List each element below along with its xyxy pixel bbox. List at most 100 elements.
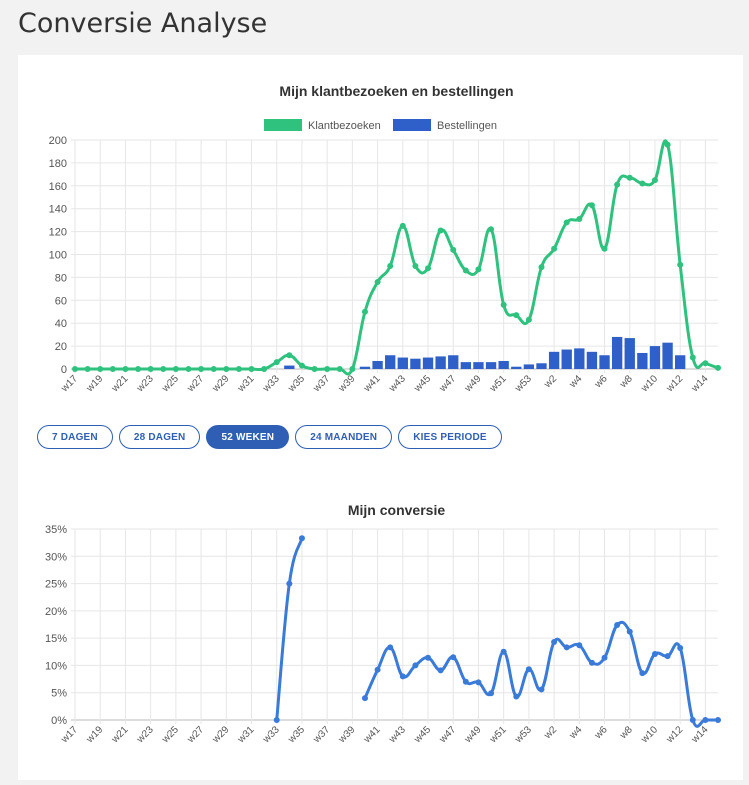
period-button-kies-periode[interactable]: KIES PERIODE — [398, 425, 502, 449]
visits-point — [387, 262, 394, 269]
conversion-point — [551, 638, 558, 645]
order-bar — [611, 336, 623, 369]
x-tick-label: w6 — [592, 724, 610, 742]
x-tick-label: w27 — [185, 373, 207, 395]
chart-card: Mijn klantbezoeken en bestellingen 0 20 40 6… — [18, 55, 743, 780]
chart-title: Mijn klantbezoeken en bestellingen — [279, 83, 513, 99]
conversion-point — [450, 654, 457, 661]
x-tick-label: w6 — [592, 373, 610, 391]
x-tick-label: w4 — [567, 373, 585, 391]
visits-point — [588, 202, 595, 209]
visits-point — [399, 222, 406, 229]
conversion-point — [538, 686, 545, 693]
visits-point — [702, 360, 709, 367]
x-tick-label: w25 — [160, 373, 182, 395]
y-tick-label: 0 — [61, 364, 67, 376]
order-bar — [359, 366, 371, 369]
x-tick-label: w39 — [336, 373, 358, 395]
visits-point — [298, 362, 305, 369]
order-bar — [511, 366, 522, 369]
period-button-52-weken[interactable]: 52 WEKEN — [206, 425, 290, 449]
x-tick-label: w14 — [689, 373, 711, 395]
period-button-28-dagen[interactable]: 28 DAGEN — [118, 425, 201, 449]
visits-point — [273, 359, 280, 366]
x-tick-label: w10 — [639, 724, 661, 746]
x-tick-label: w10 — [639, 373, 661, 395]
y-tick-label: 25% — [45, 579, 67, 591]
conversion-point — [298, 535, 305, 542]
order-bar — [460, 362, 472, 369]
conversion-point — [677, 644, 684, 651]
x-tick-label: w12 — [664, 724, 686, 746]
visits-point — [651, 177, 658, 184]
order-bar — [435, 356, 446, 369]
x-tick-label: w23 — [134, 373, 156, 395]
visits-point — [689, 354, 696, 361]
visits-point — [601, 245, 608, 252]
visits-point — [147, 366, 154, 372]
x-tick-label: w25 — [160, 724, 182, 746]
x-tick-label: w43 — [386, 373, 408, 395]
visits-point — [122, 366, 129, 372]
conversion-point — [702, 717, 709, 723]
order-bar — [586, 351, 598, 369]
visits-point — [198, 366, 205, 372]
period-button-24-maanden[interactable]: 24 MAANDEN — [295, 425, 393, 449]
visits-point — [614, 181, 621, 188]
visits-point — [109, 366, 116, 372]
x-tick-label: w2 — [542, 373, 560, 391]
x-tick-label: w12 — [664, 373, 686, 395]
visits-point — [639, 180, 646, 187]
order-bar — [637, 352, 648, 369]
conversion-point — [715, 717, 721, 723]
y-tick-label: 20 — [55, 341, 67, 353]
conversion-point — [525, 666, 532, 673]
conversion-point — [588, 659, 595, 666]
period-button-7-dagen[interactable]: 7 DAGEN — [37, 425, 113, 449]
y-tick-label: 10% — [45, 660, 67, 672]
visits-point — [488, 226, 495, 233]
x-tick-label: w17 — [59, 724, 81, 746]
visits-point — [551, 245, 558, 252]
visits-point — [525, 316, 532, 323]
y-tick-label: 40 — [55, 318, 67, 330]
legend-swatch-visits — [264, 119, 302, 131]
visits-point — [349, 366, 356, 372]
x-tick-label: w45 — [412, 724, 434, 746]
legend-label-visits: Klantbezoeken — [308, 120, 381, 132]
x-tick-label: w51 — [487, 373, 509, 395]
x-tick-label: w53 — [513, 724, 535, 746]
y-tick-label: 0% — [51, 715, 67, 727]
visits-point — [72, 366, 78, 372]
conversion-point — [387, 644, 394, 651]
y-tick-label: 30% — [45, 551, 67, 563]
period-selector: 7 DAGEN 28 DAGEN 52 WEKEN 24 MAANDEN KIE… — [37, 425, 502, 449]
chart-title: Mijn conversie — [348, 502, 445, 518]
conversion-point — [475, 679, 482, 686]
visits-point — [576, 216, 583, 223]
x-tick-label: w33 — [260, 724, 282, 746]
x-tick-label: w17 — [59, 373, 81, 395]
conversion-point — [689, 717, 696, 723]
x-tick-label: w51 — [487, 724, 509, 746]
y-tick-label: 60 — [55, 295, 67, 307]
conversion-point — [563, 644, 570, 651]
x-tick-label: w29 — [210, 373, 232, 395]
order-bar — [649, 346, 661, 369]
x-tick-label: w8 — [617, 724, 635, 742]
y-tick-label: 35% — [45, 524, 67, 536]
visits-point — [311, 366, 318, 372]
visits-point — [185, 366, 192, 372]
x-tick-label: w19 — [84, 373, 106, 395]
x-tick-label: w4 — [567, 724, 585, 742]
conversion-point — [639, 670, 646, 677]
order-bar — [624, 338, 635, 369]
visits-point — [84, 366, 91, 372]
visits-point — [538, 264, 545, 271]
x-tick-label: w41 — [361, 724, 383, 746]
order-bar — [662, 342, 673, 369]
conversion-point — [437, 667, 444, 674]
visits-point — [425, 265, 432, 272]
visits-point — [235, 366, 242, 372]
order-bar — [548, 351, 560, 369]
